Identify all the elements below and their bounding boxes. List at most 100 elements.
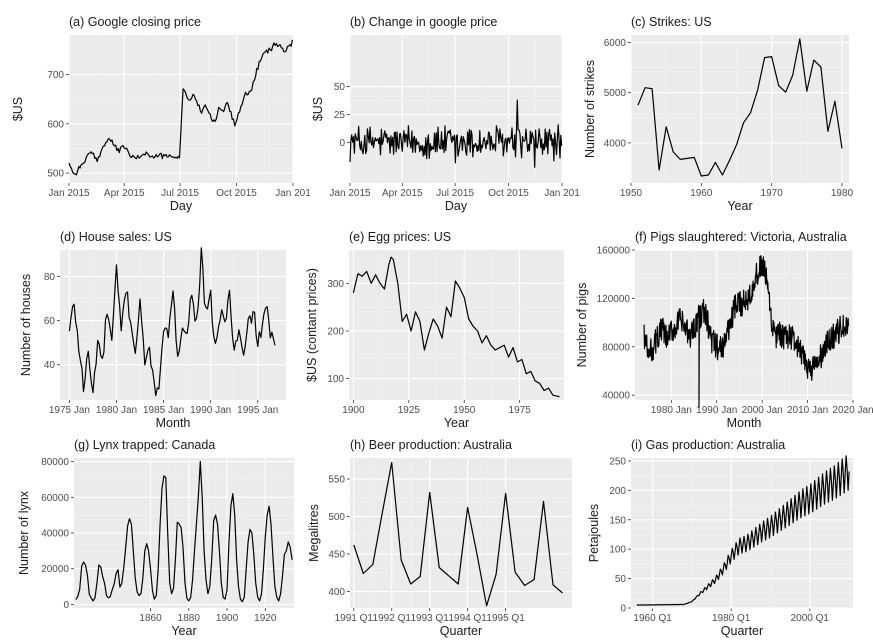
y-tick-label: 200	[327, 326, 344, 337]
x-tick-label: 1980	[831, 188, 854, 199]
x-tick-label: 1880	[178, 613, 201, 624]
y-axis-label: Megalitres	[307, 504, 321, 562]
y-tick-label: 160000	[597, 246, 631, 257]
y-tick-label: 4000	[604, 138, 627, 149]
x-tick-label: Oct 2015	[488, 188, 529, 199]
panel-background	[631, 458, 853, 608]
panel-title: (g) Lynx trapped: Canada	[74, 438, 215, 452]
y-tick-label: 20000	[41, 564, 69, 575]
y-tick-label: 0	[339, 138, 345, 149]
panel-9: 1960 Q1 1980 Q1 2000 Q1 0 50 100 150 200 250 (i) …	[587, 438, 853, 638]
x-axis-label: Month	[727, 416, 762, 430]
y-axis-label: Number of strikes	[583, 60, 597, 158]
series-line	[353, 461, 563, 607]
x-tick-label: 2000 Q1	[791, 613, 830, 624]
x-tick-label: 2000 Jan	[742, 405, 783, 416]
series-line	[636, 455, 850, 606]
y-tick-label: 25	[334, 110, 346, 121]
panel-title: (b) Change in google price	[350, 15, 497, 29]
x-tick-label: 1990 Jan	[190, 405, 231, 416]
panel-title: (a) Google closing price	[69, 15, 201, 29]
x-tick-label: Jan 2015	[329, 188, 371, 199]
y-tick-label: 40	[44, 360, 56, 371]
x-axis-label: Month	[156, 416, 191, 430]
x-tick-label: Jan 201	[544, 188, 580, 199]
panel-title: (f) Pigs slaughtered: Victoria, Australi…	[635, 230, 847, 244]
x-tick-label: 1975 Jan	[49, 405, 90, 416]
x-tick-label: 1980 Jan	[651, 405, 692, 416]
series-line	[68, 247, 276, 397]
x-tick-label: 1860	[139, 613, 162, 624]
x-tick-label: 1925	[398, 405, 421, 416]
y-tick-label: 500	[328, 512, 345, 523]
y-axis-label: Number of lynx	[17, 490, 31, 575]
x-tick-label: 1975	[509, 405, 532, 416]
panel-background	[635, 250, 853, 400]
x-tick-label: 1995 Q1	[486, 613, 525, 624]
panel-title: (i) Gas production: Australia	[631, 438, 785, 452]
x-tick-label: 1980 Q1	[712, 613, 751, 624]
x-tick-label: 1970	[761, 188, 784, 199]
x-tick-label: 1960	[690, 188, 713, 199]
x-axis-label: Quarter	[721, 624, 763, 638]
y-axis-label: Number of pigs	[575, 283, 589, 368]
x-tick-label: Jan 2015	[48, 188, 90, 199]
y-tick-label: 50	[615, 574, 627, 585]
panel-4: 1975 Jan 1980 Jan 1985 Jan 1990 Jan 1995 Jan…	[19, 230, 286, 430]
x-tick-label: 1900	[216, 613, 239, 624]
y-tick-label: 0	[63, 600, 69, 611]
x-tick-label: 2010 Jan	[787, 405, 828, 416]
panel-background	[349, 250, 564, 400]
y-tick-label: 40000	[602, 391, 630, 402]
y-tick-label: 400	[328, 587, 345, 598]
y-tick-label: 0	[620, 604, 626, 615]
panel-title: (d) House sales: US	[60, 230, 172, 244]
x-axis-label: Day	[170, 199, 193, 213]
x-tick-label: 1950	[453, 405, 476, 416]
y-tick-label: 5000	[604, 88, 627, 99]
panel-3: 1950 1960 1970 1980 4000 5000 6000 (c) Strikes:…	[583, 15, 854, 213]
panel-6: 1980 Jan 1990 Jan 2000 Jan 2010 Jan 2020 Jan…	[575, 230, 873, 430]
y-axis-label: $US	[11, 97, 25, 121]
y-tick-label: 250	[609, 456, 626, 467]
y-axis-label: $US	[311, 97, 325, 121]
x-tick-label: Jul 2015	[436, 188, 474, 199]
x-tick-label: 1980 Jan	[96, 405, 137, 416]
y-tick-label: 500	[47, 169, 64, 180]
y-tick-label: 700	[47, 70, 64, 81]
y-tick-label: 60	[44, 316, 56, 327]
panel-background	[631, 35, 849, 183]
panel-background	[60, 250, 286, 400]
y-tick-label: 6000	[604, 38, 627, 49]
panel-1: Jan 2015 Apr 2015 Jul 2015 Oct 2015 Jan 201 5…	[11, 15, 311, 213]
x-tick-label: Oct 2015	[216, 188, 257, 199]
x-tick-label: Jan 201	[275, 188, 311, 199]
x-tick-label: 1985 Jan	[143, 405, 184, 416]
x-tick-label: Apr 2015	[104, 188, 145, 199]
x-tick-label: 1992 Q1	[373, 613, 412, 624]
y-axis-label: Petajoules	[587, 504, 601, 562]
panel-title: (h) Beer production: Australia	[350, 438, 512, 452]
y-axis-label: Number of houses	[19, 274, 33, 376]
panel-title: (e) Egg prices: US	[349, 230, 451, 244]
y-tick-label: 550	[328, 475, 345, 486]
x-tick-label: Apr 2015	[382, 188, 423, 199]
y-tick-label: 80000	[602, 342, 630, 353]
panel-background	[69, 35, 293, 183]
panel-8: 1991 Q1 1992 Q1 1993 Q1 1994 Q1 1995 Q1 400 45…	[307, 438, 572, 638]
x-axis-label: Year	[727, 199, 752, 213]
x-tick-label: 1993 Q1	[411, 613, 450, 624]
y-axis-label: $US (contant prices)	[305, 268, 319, 382]
panel-background	[350, 458, 572, 608]
x-axis-label: Day	[445, 199, 468, 213]
y-tick-label: 100	[609, 545, 626, 556]
x-axis-label: Year	[171, 624, 196, 638]
y-tick-label: 450	[328, 550, 345, 561]
x-axis-label: Quarter	[440, 624, 482, 638]
x-tick-label: 2020 Jan	[832, 405, 873, 416]
panel-7: 1860 1880 1900 1920 0 20000 40000 60000 80000 (g)…	[17, 438, 294, 638]
x-tick-label: 1995 Jan	[237, 405, 278, 416]
series-line	[75, 461, 293, 603]
y-tick-label: 150	[609, 515, 626, 526]
